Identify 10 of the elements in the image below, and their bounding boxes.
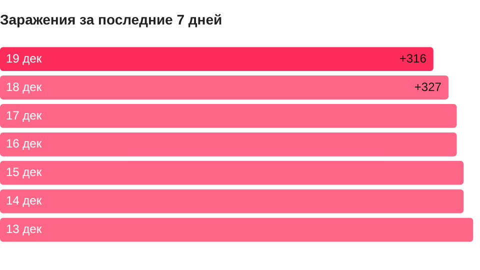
y-tick-label: 15 дек <box>6 165 42 180</box>
y-tick-label: 14 дек <box>6 194 42 208</box>
chart-title: Заражения за последние 7 дней <box>0 11 222 28</box>
y-tick-label: 16 дек <box>6 136 42 151</box>
y-tick-label: 13 дек <box>6 222 42 236</box>
y-tick-label: 19 дек <box>6 51 42 66</box>
data-label: +327 <box>414 80 442 94</box>
data-label: +316 <box>399 51 427 66</box>
y-tick-label: 18 дек <box>6 80 42 94</box>
y-tick-label: 17 дек <box>6 108 42 122</box>
